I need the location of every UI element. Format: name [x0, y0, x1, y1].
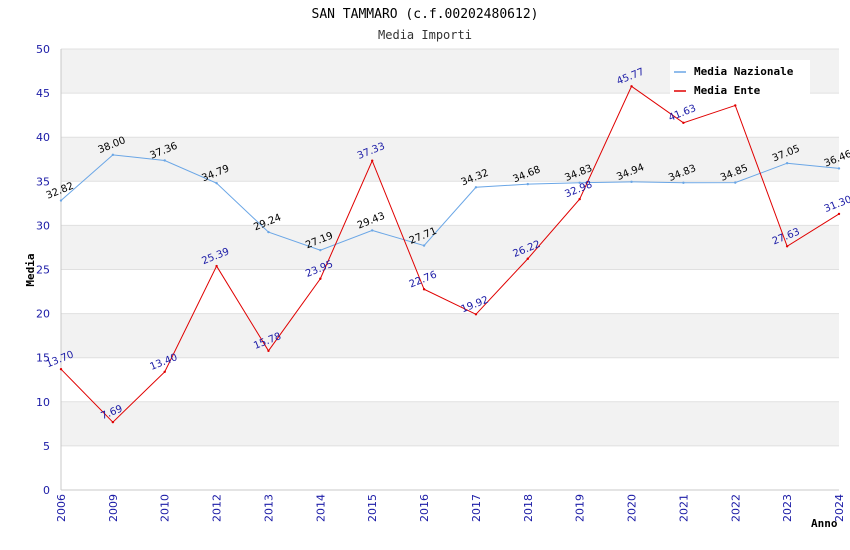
- data-point-media-nazionale-2013: [267, 230, 270, 234]
- data-point-media-nazionale-2021: [682, 181, 685, 184]
- data-label-media-ente-2017: 19.92: [460, 295, 491, 316]
- y-axis-ticks: 0 5 10 15 20 25 30 35 40 45 50: [36, 43, 50, 497]
- y-tick-label-25: 25: [36, 264, 50, 277]
- data-point-media-ente-2023: [785, 245, 789, 248]
- x-tick-label-2023: 2023: [781, 494, 794, 522]
- data-point-media-nazionale-2015: [371, 229, 374, 232]
- legend-box: [670, 60, 810, 98]
- data-point-media-ente-2017: [474, 313, 478, 316]
- data-point-media-ente-2013: [267, 349, 270, 353]
- data-point-media-ente-2021: [682, 121, 685, 125]
- plot-band-5: [61, 401, 839, 446]
- x-tick-label-2010: 2010: [159, 494, 172, 522]
- y-tick-label-45: 45: [36, 87, 50, 100]
- legend-label-media-ente: Media Ente: [694, 84, 761, 97]
- data-point-media-nazionale-2014: [319, 248, 322, 252]
- data-point-media-ente-2009: [111, 420, 115, 424]
- y-tick-label-30: 30: [36, 219, 50, 232]
- x-tick-label-2006: 2006: [55, 494, 68, 522]
- x-tick-label-2014: 2014: [314, 494, 327, 522]
- y-tick-label-10: 10: [36, 396, 50, 409]
- data-point-media-nazionale-2017: [474, 186, 478, 189]
- data-point-media-ente-2015: [371, 159, 374, 162]
- y-tick-label-20: 20: [36, 308, 50, 321]
- y-tick-label-15: 15: [36, 352, 50, 365]
- y-axis-label: Media: [24, 253, 37, 286]
- data-point-media-nazionale-2018: [526, 182, 529, 186]
- data-point-media-nazionale-2023: [785, 162, 789, 165]
- plot-band-35: [61, 137, 839, 182]
- x-tick-label-2015: 2015: [366, 494, 379, 522]
- data-point-media-nazionale-2010: [163, 159, 166, 162]
- series-line-media-nazionale: [60, 154, 840, 251]
- data-point-media-nazionale-2024: [837, 167, 841, 170]
- x-tick-label-2016: 2016: [418, 494, 431, 522]
- data-point-media-ente-2010: [163, 370, 166, 374]
- data-point-media-ente-2018: [526, 257, 529, 260]
- y-tick-label-35: 35: [36, 175, 50, 188]
- y-tick-label-0: 0: [43, 484, 50, 497]
- data-point-media-ente-2016: [422, 288, 426, 291]
- x-tick-label-2022: 2022: [729, 494, 742, 522]
- data-point-media-ente-2019: [578, 197, 581, 201]
- x-axis-ticks: 2006 2009 2010 2012 2013 2014 2015 2016 2017 2018…: [55, 494, 846, 522]
- x-axis-label: Anno: [811, 517, 838, 530]
- x-tick-label-2020: 2020: [626, 494, 639, 522]
- data-point-media-ente-2014: [319, 277, 322, 280]
- data-point-media-nazionale-2006: [59, 199, 63, 202]
- data-point-media-nazionale-2020: [630, 180, 633, 184]
- chart-subtitle: Media Importi: [378, 28, 472, 42]
- data-point-media-ente-2020: [630, 85, 633, 88]
- data-label-media-ente-2021: 41.63: [667, 103, 698, 124]
- data-point-media-ente-2012: [215, 264, 218, 268]
- x-tick-label-2017: 2017: [470, 494, 483, 522]
- data-point-media-nazionale-2022: [734, 181, 737, 184]
- x-tick-label-2018: 2018: [522, 494, 535, 522]
- plot-background-bands: [61, 49, 839, 446]
- x-tick-label-2012: 2012: [211, 494, 224, 522]
- data-label-media-ente-2024: 31.30: [823, 194, 850, 215]
- x-tick-label-2024: 2024: [833, 494, 846, 522]
- y-tick-label-40: 40: [36, 131, 50, 144]
- x-tick-label-2021: 2021: [677, 494, 690, 522]
- data-point-media-nazionale-2016: [422, 244, 426, 247]
- series-layer: [59, 85, 841, 424]
- x-tick-label-2009: 2009: [107, 494, 120, 522]
- gridlines: [61, 48, 839, 491]
- plot-band-15: [61, 313, 839, 358]
- data-point-media-ente-2022: [734, 104, 737, 107]
- data-point-media-nazionale-2012: [215, 181, 218, 185]
- y-tick-label-50: 50: [36, 43, 50, 56]
- legend-label-media-nazionale: Media Nazionale: [694, 65, 794, 78]
- x-tick-label-2019: 2019: [574, 494, 587, 522]
- legend: Media Nazionale Media Ente: [670, 60, 810, 98]
- data-point-media-nazionale-2019: [578, 181, 581, 184]
- data-point-media-ente-2024: [837, 212, 841, 216]
- plot-band-25: [61, 225, 839, 270]
- data-point-media-nazionale-2009: [111, 153, 115, 157]
- series-line-media-ente: [60, 85, 840, 423]
- y-tick-label-5: 5: [43, 440, 50, 453]
- chart-title: SAN TAMMARO (c.f.00202480612): [312, 7, 539, 22]
- data-point-media-ente-2006: [59, 367, 63, 371]
- x-tick-label-2013: 2013: [262, 494, 275, 522]
